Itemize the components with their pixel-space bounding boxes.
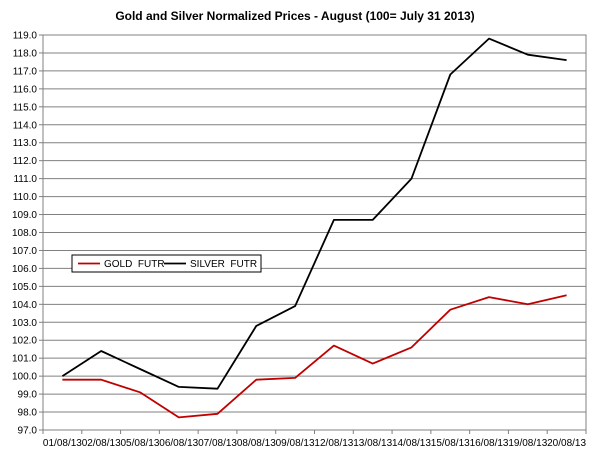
y-tick-label: 114.0 <box>13 120 38 131</box>
y-tick-label: 98.0 <box>18 408 38 419</box>
x-tick-label: 19/08/13 <box>508 438 547 449</box>
y-tick-label: 118.0 <box>13 48 38 59</box>
y-tick-label: 112.0 <box>13 156 38 167</box>
y-tick-label: 113.0 <box>13 138 38 149</box>
x-tick-label: 06/08/13 <box>159 438 198 449</box>
legend-label: GOLD FUTR <box>104 259 165 270</box>
y-tick-label: 107.0 <box>12 246 37 257</box>
x-tick-label: 01/08/13 <box>43 438 82 449</box>
y-tick-label: 97.0 <box>18 426 38 437</box>
gridlines <box>43 52 586 413</box>
series-line-silver <box>61 37 567 390</box>
y-tick-label: 101.0 <box>12 354 37 365</box>
x-tick-label: 02/08/13 <box>82 438 121 449</box>
y-tick-label: 102.0 <box>12 336 37 347</box>
x-tick-label: 05/08/13 <box>120 438 159 449</box>
x-tick-label: 15/08/13 <box>431 438 470 449</box>
x-tick-label: 16/08/13 <box>470 438 509 449</box>
y-tick-label: 108.0 <box>12 228 37 239</box>
x-axis: 01/08/13 02/08/13 05/08/13 06/08/13 07/08/13… <box>42 430 587 449</box>
y-tick-label: 104.0 <box>12 300 37 311</box>
chart-title: Gold and Silver Normalized Prices - Augu… <box>115 9 474 23</box>
y-tick-label: 111.0 <box>13 174 37 185</box>
y-tick-label: 115.0 <box>13 102 38 113</box>
y-tick-label: 99.0 <box>18 390 38 401</box>
y-tick-label: 117.0 <box>13 66 38 77</box>
legend-label: SILVER FUTR <box>190 259 257 270</box>
series-lines <box>61 37 567 419</box>
x-tick-label: 07/08/13 <box>198 438 237 449</box>
y-tick-label: 119.0 <box>13 31 38 42</box>
y-tick-label: 105.0 <box>12 282 37 293</box>
x-tick-label: 13/08/13 <box>353 438 392 449</box>
x-tick-label: 12/08/13 <box>314 438 353 449</box>
y-tick-label: 109.0 <box>12 210 37 221</box>
y-tick-label: 116.0 <box>13 84 38 95</box>
x-tick-label: 20/08/13 <box>547 438 586 449</box>
x-tick-label: 08/08/13 <box>237 438 276 449</box>
y-axis: 97.0 98.0 99.0 100.0 101.0 102.0 103.0 104.0 105… <box>12 31 43 437</box>
x-tick-label: 14/08/13 <box>392 438 431 449</box>
y-tick-label: 110.0 <box>13 192 38 203</box>
x-tick-label: 09/08/13 <box>276 438 315 449</box>
y-tick-label: 106.0 <box>12 264 37 275</box>
series-line-gold <box>62 294 567 419</box>
y-tick-label: 103.0 <box>12 318 37 329</box>
y-tick-label: 100.0 <box>12 372 37 383</box>
legend: GOLD FUTR SILVER FUTR <box>71 254 262 273</box>
